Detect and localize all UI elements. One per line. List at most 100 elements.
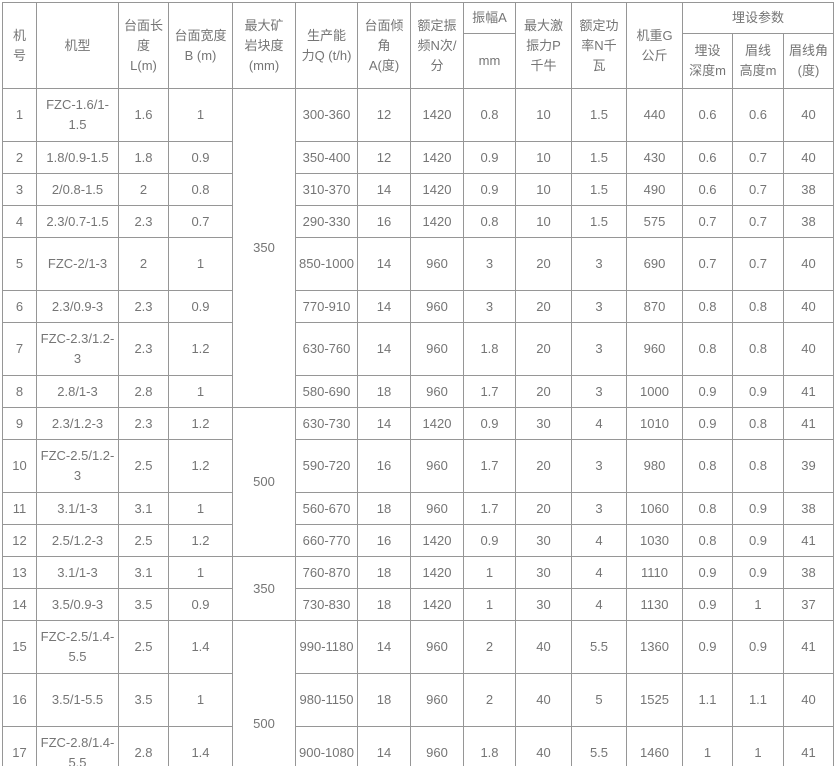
cell-deck-width: 1	[168, 673, 233, 727]
cell-excite-force: 30	[515, 556, 572, 589]
cell-capacity: 580-690	[295, 375, 358, 408]
cell-frequency: 1420	[410, 556, 464, 589]
cell-brow-height: 1.1	[732, 673, 784, 727]
cell-amplitude: 1.8	[463, 322, 516, 376]
cell-model: FZC-2.8/1.4-5.5	[36, 726, 119, 766]
cell-machine-no: 12	[2, 524, 37, 557]
cell-model: FZC-2/1-3	[36, 237, 119, 291]
cell-machine-no: 1	[2, 88, 37, 142]
cell-capacity: 310-370	[295, 173, 358, 206]
cell-machine-no: 4	[2, 205, 37, 238]
table-row: 1 FZC-1.6/1-1.5 1.6 1 350 300-360 12 1420 0.8 10 1…	[2, 88, 834, 408]
cell-weight: 870	[626, 290, 683, 323]
table-row: 9 2.3/1.2-3 2.3 1.2 500 630-730 14 1420 0.9 30 4 10…	[2, 407, 834, 557]
cell-deck-length: 3.5	[118, 588, 169, 621]
cell-deck-length: 3.5	[118, 673, 169, 727]
cell-power: 3	[571, 439, 627, 493]
cell-weight: 1060	[626, 492, 683, 525]
cell-weight: 980	[626, 439, 683, 493]
col-header-deck-length: 台面长 度 L(m)	[118, 2, 169, 89]
cell-model: FZC-2.5/1.4-5.5	[36, 620, 119, 674]
col-header-power: 额定功 率N千 瓦	[571, 2, 627, 89]
cell-deck-width: 1	[168, 88, 233, 142]
cell-machine-no: 8	[2, 375, 37, 408]
cell-embed-depth: 1.1	[682, 673, 733, 727]
cell-deck-length: 3.1	[118, 492, 169, 525]
cell-capacity: 980-1150	[295, 673, 358, 727]
table-row: 4 2.3/0.7-1.5 2.3 0.7 290-330 16 1420 0.8 10 1.5 5…	[2, 205, 834, 238]
col-header-embed-depth: 埋设 深度m	[682, 33, 733, 89]
cell-model: 2.3/1.2-3	[36, 407, 119, 440]
cell-embed-depth: 0.6	[682, 141, 733, 174]
table-row: 3 2/0.8-1.5 2 0.8 310-370 14 1420 0.9 10 1.5 490 0.…	[2, 173, 834, 206]
cell-capacity: 560-670	[295, 492, 358, 525]
cell-power: 3	[571, 322, 627, 376]
cell-power: 5	[571, 673, 627, 727]
cell-excite-force: 20	[515, 375, 572, 408]
table-row: 14 3.5/0.9-3 3.5 0.9 730-830 18 1420 1 30 4 1130 0.…	[2, 588, 834, 621]
cell-power: 5.5	[571, 620, 627, 674]
cell-deck-width: 0.7	[168, 205, 233, 238]
col-header-capacity: 生产能 力Q (t/h)	[295, 2, 358, 89]
cell-weight: 1360	[626, 620, 683, 674]
cell-embed-depth: 0.9	[682, 407, 733, 440]
cell-brow-height: 1	[732, 726, 784, 766]
cell-brow-angle: 38	[783, 205, 834, 238]
cell-deck-width: 1.4	[168, 620, 233, 674]
table-row: 10 FZC-2.5/1.2-3 2.5 1.2 590-720 16 960 1.7 20 3 9…	[2, 439, 834, 493]
cell-brow-angle: 41	[783, 524, 834, 557]
cell-deck-length: 2	[118, 173, 169, 206]
cell-deck-angle: 14	[357, 726, 411, 766]
cell-power: 4	[571, 407, 627, 440]
cell-machine-no: 14	[2, 588, 37, 621]
header-row-1: 机 号 机型 台面长 度 L(m) 台面宽度 B (m) 最大矿 岩块度 (mm…	[2, 2, 834, 89]
cell-weight: 575	[626, 205, 683, 238]
col-header-amplitude: 振幅A	[463, 2, 516, 34]
cell-excite-force: 40	[515, 620, 572, 674]
cell-brow-height: 1	[732, 588, 784, 621]
col-header-model: 机型	[36, 2, 119, 89]
cell-weight: 1010	[626, 407, 683, 440]
cell-amplitude: 0.8	[463, 205, 516, 238]
cell-machine-no: 6	[2, 290, 37, 323]
cell-brow-angle: 40	[783, 322, 834, 376]
cell-frequency: 1420	[410, 524, 464, 557]
cell-brow-angle: 40	[783, 673, 834, 727]
cell-model: 2.3/0.7-1.5	[36, 205, 119, 238]
cell-deck-angle: 14	[357, 620, 411, 674]
cell-weight: 690	[626, 237, 683, 291]
cell-capacity: 900-1080	[295, 726, 358, 766]
cell-machine-no: 7	[2, 322, 37, 376]
cell-brow-angle: 41	[783, 375, 834, 408]
cell-brow-height: 0.9	[732, 556, 784, 589]
cell-deck-angle: 16	[357, 205, 411, 238]
cell-amplitude: 3	[463, 237, 516, 291]
cell-deck-angle: 18	[357, 375, 411, 408]
cell-model: 2.3/0.9-3	[36, 290, 119, 323]
table-row: 11 3.1/1-3 3.1 1 560-670 18 960 1.7 20 3 1060 0.8 0.…	[2, 492, 834, 525]
cell-embed-depth: 0.6	[682, 88, 733, 142]
cell-frequency: 960	[410, 290, 464, 323]
cell-capacity: 730-830	[295, 588, 358, 621]
cell-brow-height: 0.9	[732, 375, 784, 408]
cell-model: 3.1/1-3	[36, 556, 119, 589]
cell-weight: 1460	[626, 726, 683, 766]
cell-power: 1.5	[571, 88, 627, 142]
cell-frequency: 960	[410, 492, 464, 525]
spec-table-header: 机 号 机型 台面长 度 L(m) 台面宽度 B (m) 最大矿 岩块度 (mm…	[2, 2, 834, 89]
cell-deck-angle: 18	[357, 556, 411, 589]
cell-frequency: 960	[410, 375, 464, 408]
cell-brow-height: 0.8	[732, 407, 784, 440]
cell-excite-force: 30	[515, 407, 572, 440]
cell-frequency: 1420	[410, 173, 464, 206]
cell-brow-height: 0.8	[732, 439, 784, 493]
cell-deck-length: 2.3	[118, 205, 169, 238]
cell-deck-length: 2.3	[118, 322, 169, 376]
cell-excite-force: 30	[515, 524, 572, 557]
cell-brow-height: 0.9	[732, 620, 784, 674]
cell-frequency: 1420	[410, 88, 464, 142]
cell-brow-height: 0.8	[732, 290, 784, 323]
cell-machine-no: 17	[2, 726, 37, 766]
cell-excite-force: 20	[515, 237, 572, 291]
cell-machine-no: 13	[2, 556, 37, 589]
